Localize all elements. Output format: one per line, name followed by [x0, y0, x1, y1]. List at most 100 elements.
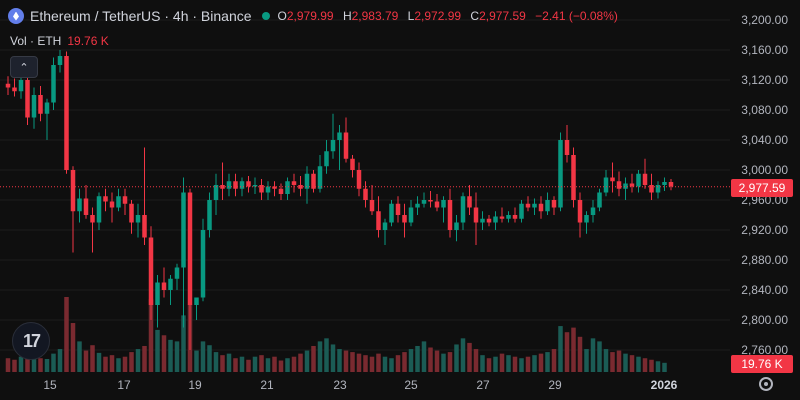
candle-body	[421, 200, 427, 204]
volume-bar	[389, 358, 394, 372]
candle-body	[116, 196, 121, 208]
volume-bar	[558, 326, 563, 372]
price-axis-label: 2,840.00	[741, 283, 788, 297]
candle-body	[525, 203, 531, 208]
candle-body	[395, 203, 401, 215]
volume-bar	[135, 349, 141, 372]
symbol-title[interactable]: Ethereum / TetherUS · 4h · Binance	[30, 8, 252, 24]
volume-bar	[5, 358, 11, 372]
candle-body	[493, 216, 498, 223]
chevron-up-icon: ⌃	[19, 61, 29, 74]
volume-bar	[142, 345, 147, 372]
candle-body	[83, 198, 89, 215]
volume-bar	[460, 338, 466, 372]
candle-body	[194, 297, 199, 305]
candle-body	[135, 215, 141, 223]
candle-body	[226, 181, 232, 189]
volume-bar	[285, 358, 290, 372]
candle-body	[31, 95, 37, 118]
candle-body	[577, 200, 583, 223]
candle-body	[259, 185, 264, 193]
volume-bar	[369, 356, 375, 372]
candle-body	[480, 218, 485, 223]
candle-body	[252, 185, 258, 187]
tradingview-logo-icon[interactable]: 17	[12, 322, 50, 360]
candle-body	[597, 192, 602, 208]
collapse-legend-button[interactable]: ⌃	[10, 56, 38, 78]
volume-bar	[44, 358, 50, 372]
price-axis-label: 3,040.00	[741, 133, 788, 147]
volume-bar	[629, 355, 635, 372]
volume-bar	[278, 360, 284, 372]
candle-body	[428, 200, 433, 202]
volume-bar	[603, 349, 609, 372]
candle-body	[623, 183, 628, 189]
candle-body	[512, 215, 518, 219]
candle-body	[642, 173, 648, 185]
candle-body	[434, 201, 440, 208]
candle-body	[506, 215, 511, 219]
volume-bar	[564, 332, 570, 372]
candle-body	[447, 200, 453, 230]
volume-bar	[473, 349, 479, 372]
volume-bar	[343, 350, 349, 372]
volume-bar	[428, 347, 433, 372]
candle-body	[239, 181, 245, 189]
candle-body	[363, 188, 368, 200]
candle-body	[265, 186, 271, 193]
volume-bar	[382, 356, 388, 372]
volume-bar	[467, 342, 472, 372]
volume-bar	[265, 358, 271, 372]
volume-bar	[324, 338, 329, 372]
candle-body	[343, 132, 349, 159]
candle-body	[460, 196, 466, 223]
volume-bar	[434, 350, 440, 372]
volume-bar	[103, 356, 108, 372]
time-axis-label: 15	[43, 378, 57, 392]
candle-body	[499, 216, 505, 219]
candle-body	[181, 192, 186, 268]
volume-bar	[538, 353, 544, 372]
volume-bar	[642, 358, 648, 372]
volume-bar	[168, 339, 173, 372]
candle-body	[330, 140, 336, 152]
candle-body	[389, 203, 394, 223]
candle-body	[649, 185, 654, 193]
candle-body	[415, 203, 420, 208]
volume-bar	[233, 358, 238, 372]
candle-body	[519, 203, 524, 219]
candle-body	[668, 182, 674, 187]
candle-body	[90, 215, 95, 223]
volume-bar	[590, 338, 596, 372]
volume-bar	[77, 341, 82, 372]
time-axis-label: 19	[188, 378, 202, 392]
volume-bar	[441, 353, 446, 372]
volume-legend: Vol · ETH 19.76 K	[10, 34, 109, 48]
volume-bar	[116, 358, 121, 372]
gear-icon[interactable]	[759, 377, 773, 391]
volume-bar	[577, 336, 583, 372]
time-axis-label: 23	[333, 378, 347, 392]
candle-body	[18, 80, 24, 92]
time-axis-label: 27	[476, 378, 490, 392]
candle-body	[64, 56, 69, 170]
candle-body	[610, 177, 615, 182]
candle-body	[285, 181, 290, 194]
volume-bar	[519, 358, 524, 372]
candle-body	[636, 173, 641, 187]
candlesticks	[5, 50, 674, 350]
candle-body	[155, 282, 160, 305]
candle-body	[551, 200, 557, 208]
volume-bar	[129, 352, 134, 372]
candle-body	[454, 222, 459, 230]
candle-body	[38, 95, 43, 114]
volume-bar	[363, 355, 368, 372]
volume-bar	[181, 315, 186, 372]
volume-bar	[174, 341, 180, 372]
volume-bar	[454, 344, 459, 372]
volume-bar	[337, 349, 342, 372]
ethereum-coin-icon	[8, 8, 24, 24]
volume-bar	[25, 355, 30, 372]
candle-body	[200, 230, 206, 298]
